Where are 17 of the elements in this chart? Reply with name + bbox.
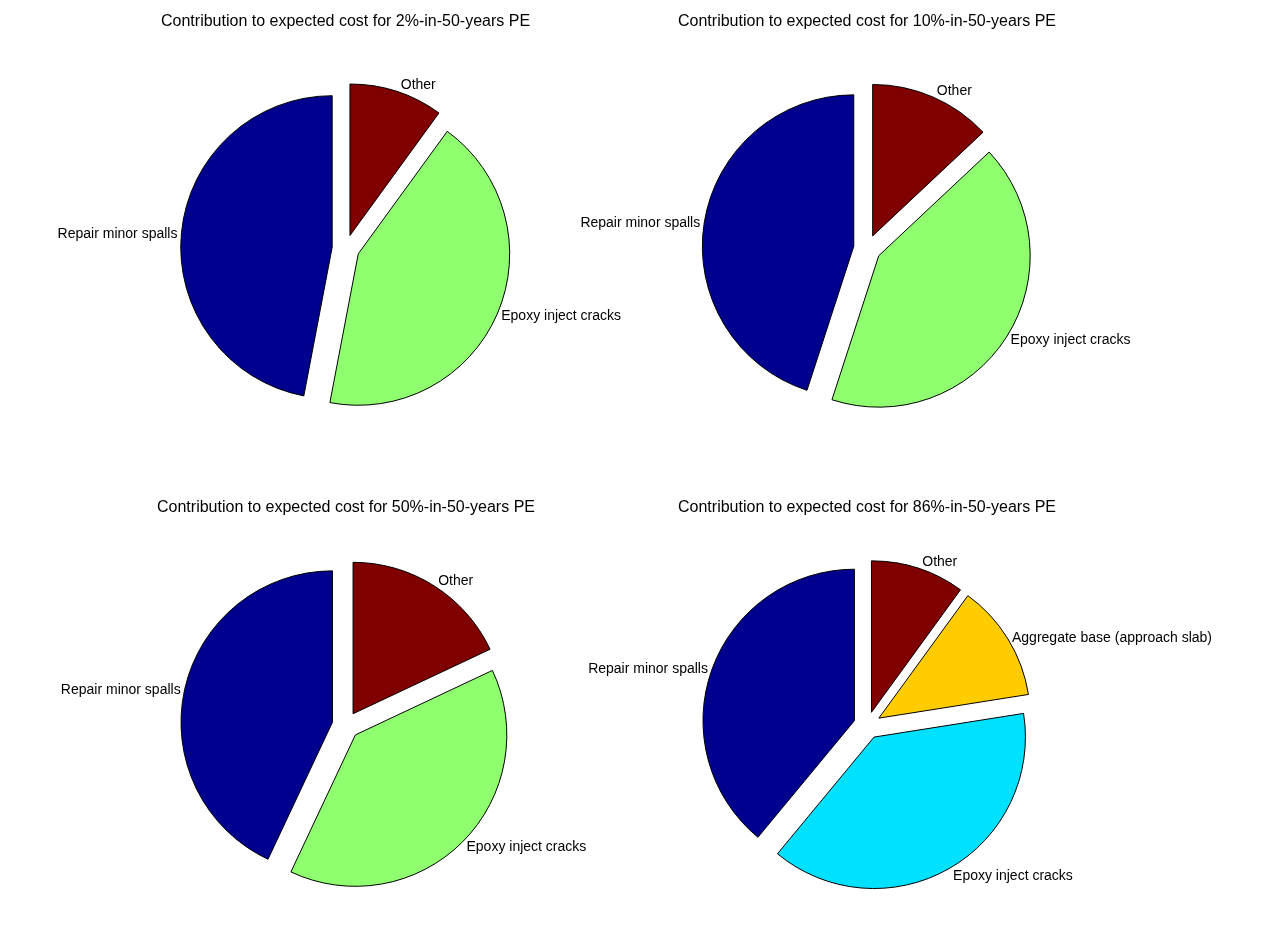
slice-label: Epoxy inject cracks [501, 307, 622, 324]
slice-label: Repair minor spalls [60, 680, 181, 697]
slice-label: Other [922, 553, 958, 570]
slice-label: Repair minor spalls [57, 224, 178, 241]
slice-label: Repair minor spalls [580, 214, 701, 231]
chart-title: Contribution to expected cost for 86%-in-50-years PE [678, 498, 1056, 515]
slice-label: Epoxy inject cracks [466, 837, 587, 854]
slice-label: Other [936, 82, 973, 99]
slice-label: Repair minor spalls [588, 660, 708, 677]
chart-title: Contribution to expected cost for 50%-in-50-years PE [157, 498, 535, 515]
chart-title: Contribution to expected cost for 2%-in-50-years PE [161, 12, 531, 29]
slice-label: Aggregate base (approach slab) [1011, 628, 1213, 645]
slice-label: Epoxy inject cracks [1010, 331, 1131, 348]
chart-title: Contribution to expected cost for 10%-in-50-years PE [678, 12, 1056, 29]
slice-label: Other [438, 572, 474, 589]
slice-label: Epoxy inject cracks [953, 866, 1073, 883]
slice-label: Other [400, 76, 437, 93]
